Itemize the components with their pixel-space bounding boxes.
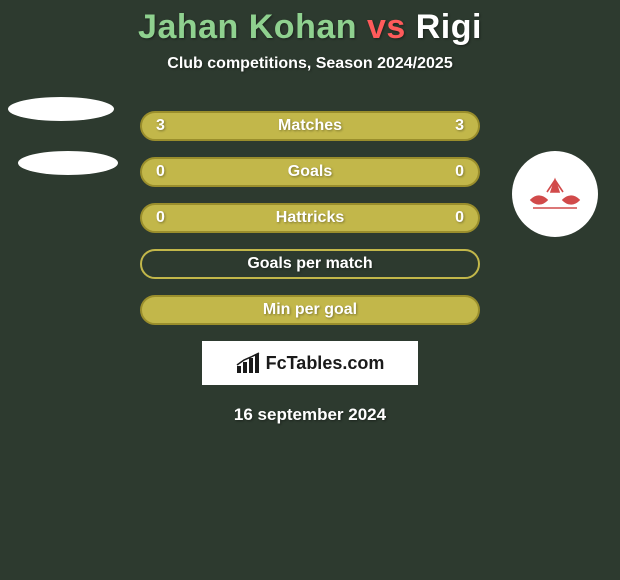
team-b-badge (512, 151, 598, 237)
stat-right-value: 0 (455, 163, 464, 181)
team-b-name: Rigi (416, 8, 482, 46)
logo-chart-icon (236, 352, 262, 374)
stat-right-value: 3 (455, 117, 464, 135)
content-wrap: Jahan Kohan vs Rigi Club competitions, S… (0, 0, 620, 425)
subtitle: Club competitions, Season 2024/2025 (0, 55, 620, 73)
ellipse-shape (18, 151, 118, 175)
ellipse-shape (8, 97, 114, 121)
fctables-logo[interactable]: FcTables.com (202, 341, 418, 385)
page-title: Jahan Kohan vs Rigi (0, 8, 620, 47)
team-a-badge (8, 97, 114, 121)
stat-label: Goals per match (247, 255, 372, 273)
emblem-icon (525, 174, 585, 214)
stat-row: 3 Matches 3 (140, 111, 480, 141)
vs-text: vs (357, 8, 416, 46)
stat-row: 0 Goals 0 (140, 157, 480, 187)
stat-right-value: 0 (455, 209, 464, 227)
stats-area: 3 Matches 3 0 Goals 0 0 Hattricks 0 Goals per mat… (0, 111, 620, 325)
stat-label: Goals (288, 163, 332, 181)
stat-label: Min per goal (263, 301, 357, 319)
stat-left-value: 0 (156, 209, 165, 227)
team-a-badge-2 (18, 151, 118, 175)
stat-row: Goals per match (140, 249, 480, 279)
stat-row: Min per goal (140, 295, 480, 325)
stat-row: 0 Hattricks 0 (140, 203, 480, 233)
stat-label: Hattricks (276, 209, 344, 227)
stat-label: Matches (278, 117, 342, 135)
stat-left-value: 3 (156, 117, 165, 135)
stat-left-value: 0 (156, 163, 165, 181)
badge-circle (512, 151, 598, 237)
logo-text: FcTables.com (266, 353, 385, 374)
date-text: 16 september 2024 (0, 405, 620, 425)
team-a-name: Jahan Kohan (138, 8, 357, 46)
